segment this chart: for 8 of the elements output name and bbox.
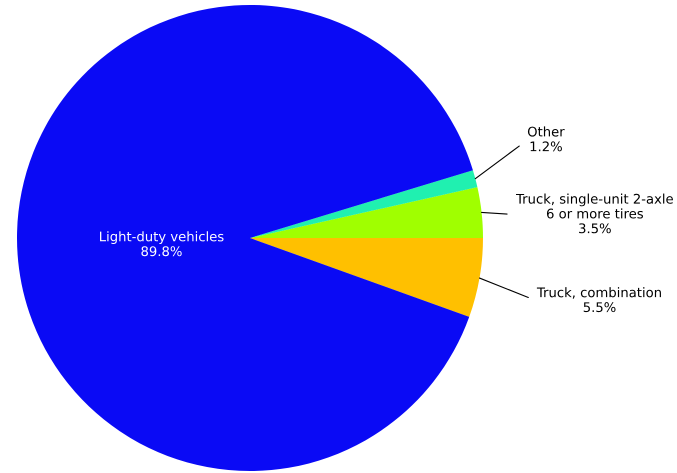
pie-slice (250, 187, 483, 238)
pie-slice (250, 238, 483, 317)
slice-label: Truck, single-unit 2-axle 6 or more tires 3.5% (516, 194, 673, 234)
slice-label: Truck, combination 5.5% (536, 287, 661, 312)
slice-label: Light-duty vehicles 89.8% (100, 231, 224, 256)
slice-label: Other 1.2% (528, 126, 565, 152)
pie-slice (250, 170, 478, 238)
pie-slice (17, 5, 473, 471)
